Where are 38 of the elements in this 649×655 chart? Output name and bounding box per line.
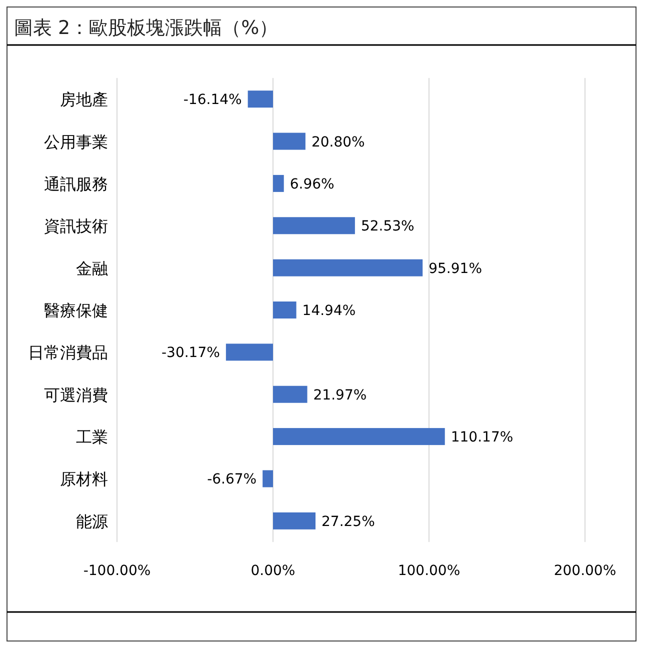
data-label: 110.17%	[450, 430, 514, 446]
y-tick-label: 日常消費品	[28, 343, 108, 362]
y-tick-label: 公用事業	[44, 132, 108, 152]
bar	[273, 217, 355, 234]
y-tick-label: 醫療保健	[44, 301, 108, 320]
data-label: 20.80%	[311, 134, 365, 150]
data-label: 27.25%	[322, 514, 375, 530]
data-label: 6.96%	[290, 176, 334, 192]
bar	[273, 132, 306, 150]
x-tick-label: -100.00%	[83, 563, 151, 579]
data-label: 52.53%	[360, 218, 414, 235]
bar	[273, 302, 296, 318]
y-tick-label: 可選消費	[44, 385, 108, 404]
bar	[262, 470, 273, 488]
y-tick-label: 通訊服務	[44, 174, 108, 194]
bar	[226, 344, 273, 361]
data-label: 14.94%	[302, 303, 356, 319]
bar	[273, 259, 423, 276]
y-tick-label: 原材料	[60, 470, 108, 489]
y-tick-label: 房地產	[60, 90, 108, 110]
bar	[273, 428, 445, 446]
bar	[273, 174, 284, 192]
x-tick-label: 0.00%	[250, 563, 296, 579]
y-tick-label: 能源	[76, 512, 108, 531]
chart-title: 圖表 2：歐股板塊漲跌幅（%）	[14, 17, 278, 39]
x-tick-label: 100.00%	[398, 563, 460, 579]
bar	[273, 386, 308, 403]
bar	[273, 512, 316, 530]
bar	[248, 90, 273, 108]
y-tick-label: 金融	[76, 258, 108, 278]
data-label: -6.67%	[207, 472, 257, 488]
data-label: 21.97%	[313, 387, 367, 404]
y-tick-label: 工業	[76, 428, 108, 447]
data-label: -30.17%	[161, 345, 220, 362]
data-label: -16.14%	[183, 92, 242, 108]
x-tick-label: 200.00%	[554, 563, 616, 579]
data-label: 95.91%	[428, 260, 482, 277]
y-tick-label: 資訊技術	[44, 216, 108, 236]
